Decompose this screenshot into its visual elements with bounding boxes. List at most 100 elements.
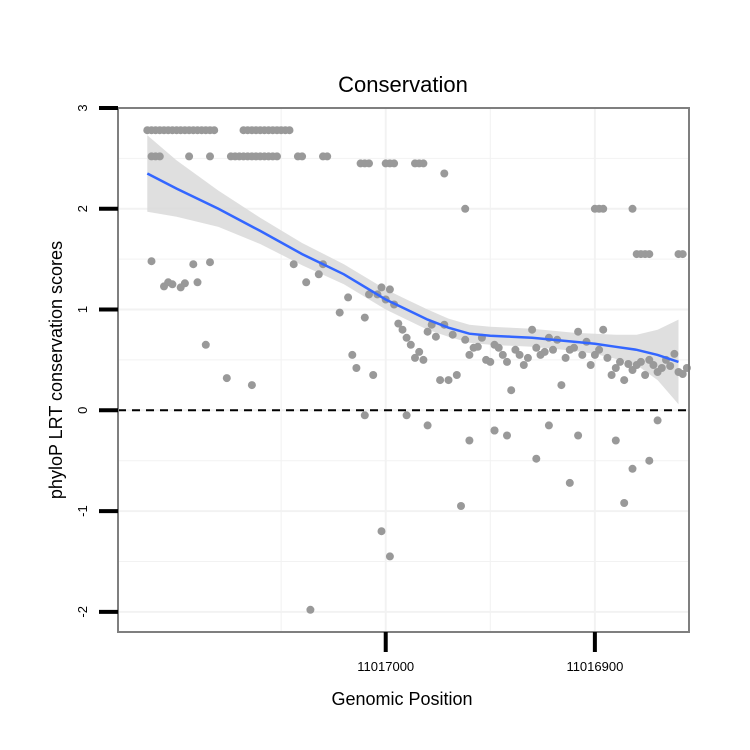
data-point [499, 351, 507, 359]
data-point [181, 279, 189, 287]
y-tick-label: 3 [75, 104, 90, 111]
data-point [352, 364, 360, 372]
data-point [474, 343, 482, 351]
data-point [461, 336, 469, 344]
data-point [491, 427, 499, 435]
data-point [599, 326, 607, 334]
data-point [156, 152, 164, 160]
x-tick-label: 11016900 [566, 659, 623, 674]
data-point [419, 159, 427, 167]
data-point [407, 341, 415, 349]
data-point [574, 432, 582, 440]
data-point [415, 348, 423, 356]
data-point [323, 152, 331, 160]
data-point [315, 270, 323, 278]
data-point [524, 354, 532, 362]
data-point [503, 358, 511, 366]
data-point [562, 354, 570, 362]
data-point [465, 351, 473, 359]
data-point [541, 348, 549, 356]
chart-title: Conservation [338, 72, 468, 97]
data-point [516, 351, 524, 359]
data-point [399, 326, 407, 334]
data-point [532, 344, 540, 352]
data-point [503, 432, 511, 440]
y-tick-label: 0 [75, 407, 90, 414]
data-point [148, 257, 156, 265]
data-point [298, 152, 306, 160]
y-tick-label: -2 [75, 606, 90, 618]
data-point [449, 331, 457, 339]
data-point [507, 386, 515, 394]
y-axis: -2 -1 0 1 2 3 [75, 104, 118, 617]
data-point [223, 374, 231, 382]
data-point [445, 376, 453, 384]
data-point [486, 358, 494, 366]
data-point [336, 309, 344, 317]
data-point [210, 126, 218, 134]
data-point [658, 364, 666, 372]
y-tick-label: 1 [75, 306, 90, 313]
data-point [461, 205, 469, 213]
y-tick-label: 2 [75, 205, 90, 212]
data-point [403, 411, 411, 419]
data-point [424, 328, 432, 336]
data-point [194, 278, 202, 286]
data-point [403, 334, 411, 342]
data-point [495, 344, 503, 352]
data-point [286, 126, 294, 134]
data-point [587, 361, 595, 369]
data-point [206, 258, 214, 266]
data-point [369, 371, 377, 379]
data-point [436, 376, 444, 384]
data-point [637, 358, 645, 366]
data-point [378, 527, 386, 535]
data-point [432, 333, 440, 341]
data-point [620, 376, 628, 384]
data-point [365, 159, 373, 167]
data-point [574, 328, 582, 336]
data-point [457, 502, 465, 510]
data-point [532, 455, 540, 463]
data-point [361, 411, 369, 419]
data-point [440, 170, 448, 178]
data-point [168, 280, 176, 288]
conservation-chart: Conservation -2 -1 0 1 2 3 11017000 11016900 G… [0, 0, 750, 750]
data-point [666, 362, 674, 370]
data-point [557, 381, 565, 389]
data-point [612, 437, 620, 445]
data-point [654, 416, 662, 424]
data-point [599, 205, 607, 213]
x-axis-label: Genomic Position [331, 689, 472, 709]
data-point [679, 250, 687, 258]
x-axis: 11017000 11016900 [357, 632, 623, 674]
data-point [545, 421, 553, 429]
data-point [348, 351, 356, 359]
data-point [390, 159, 398, 167]
data-point [306, 606, 314, 614]
data-point [344, 293, 352, 301]
data-point [608, 371, 616, 379]
data-point [620, 499, 628, 507]
data-point [206, 152, 214, 160]
data-point [645, 457, 653, 465]
data-point [189, 260, 197, 268]
data-point [378, 283, 386, 291]
data-point [578, 351, 586, 359]
data-point [629, 465, 637, 473]
data-point [290, 260, 298, 268]
data-point [386, 552, 394, 560]
data-point [616, 358, 624, 366]
data-point [386, 285, 394, 293]
data-point [629, 205, 637, 213]
data-point [453, 371, 461, 379]
data-point [185, 152, 193, 160]
data-point [520, 361, 528, 369]
data-point [641, 371, 649, 379]
data-point [465, 437, 473, 445]
y-tick-label: -1 [75, 505, 90, 517]
y-axis-label: phyloP LRT conservation scores [46, 241, 66, 499]
data-point [361, 314, 369, 322]
data-point [549, 346, 557, 354]
data-point [603, 354, 611, 362]
